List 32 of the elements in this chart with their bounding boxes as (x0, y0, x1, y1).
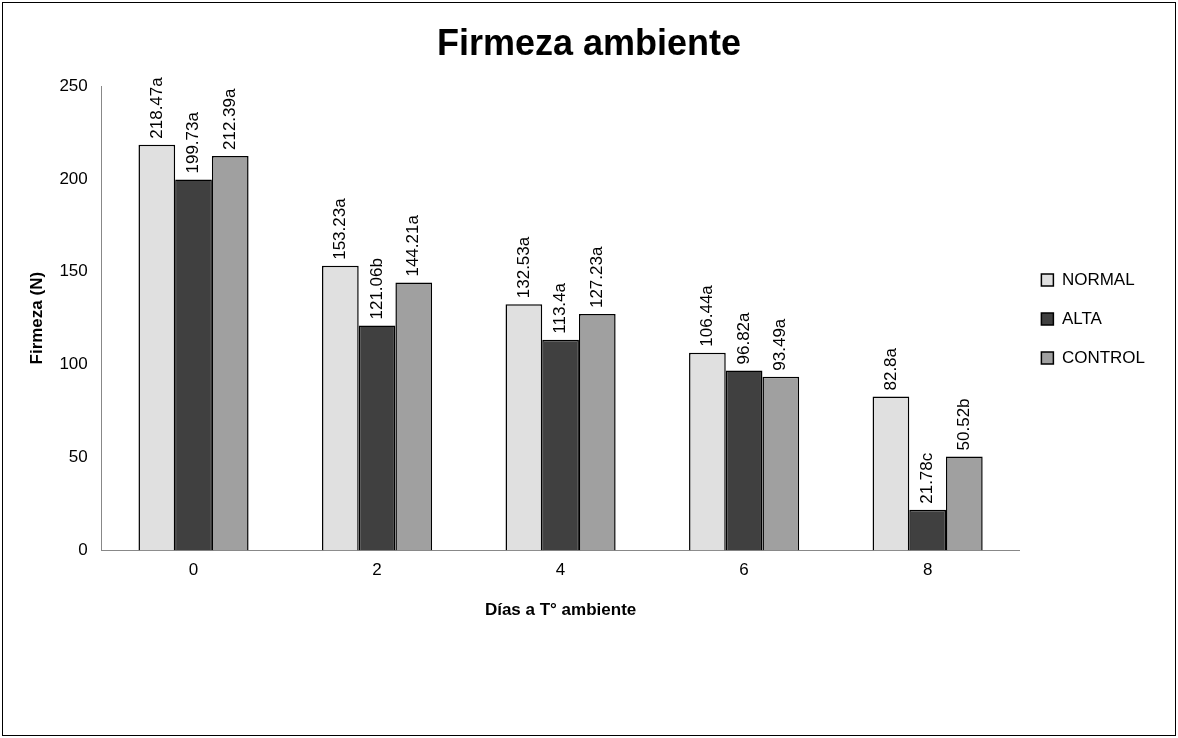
y-tick-label: 150 (59, 261, 88, 281)
chart-title: Firmeza ambiente (436, 21, 742, 63)
y-tick-label: 0 (78, 539, 88, 559)
x-tick-label: 0 (188, 560, 199, 580)
y-tick-label: 250 (59, 75, 88, 95)
y-tick-label: 50 (68, 447, 88, 467)
data-label: 121.06b (366, 258, 386, 320)
legend-label: ALTA (1061, 308, 1103, 328)
data-label: 144.21a (403, 214, 423, 277)
data-label: 199.73a (183, 111, 203, 174)
x-tick-label: 2 (372, 560, 382, 580)
y-axis-title: Firmeza (N) (26, 271, 46, 365)
x-tick-label: 4 (555, 560, 566, 580)
legend-label: NORMAL (1061, 269, 1135, 289)
x-tick-label: 6 (739, 560, 749, 580)
data-label: 21.78c (917, 452, 937, 504)
y-tick-label: 100 (59, 354, 88, 374)
data-label: 106.44a (697, 284, 717, 347)
data-label: 132.53a (513, 236, 533, 299)
data-label: 50.52b (954, 398, 974, 451)
x-axis-title: Días a T° ambiente (484, 600, 637, 620)
data-label: 218.47a (146, 76, 166, 139)
data-label: 93.49a (770, 318, 790, 371)
data-label: 153.23a (330, 197, 350, 260)
data-label: 113.4a (550, 282, 570, 334)
y-tick-label: 200 (59, 168, 88, 188)
x-tick-label: 8 (922, 560, 933, 580)
data-label: 96.82a (733, 311, 753, 365)
data-label: 82.8a (880, 347, 900, 391)
data-label: 127.23a (586, 246, 606, 309)
data-label: 212.39a (219, 88, 239, 150)
legend-label: CONTROL (1061, 347, 1146, 367)
